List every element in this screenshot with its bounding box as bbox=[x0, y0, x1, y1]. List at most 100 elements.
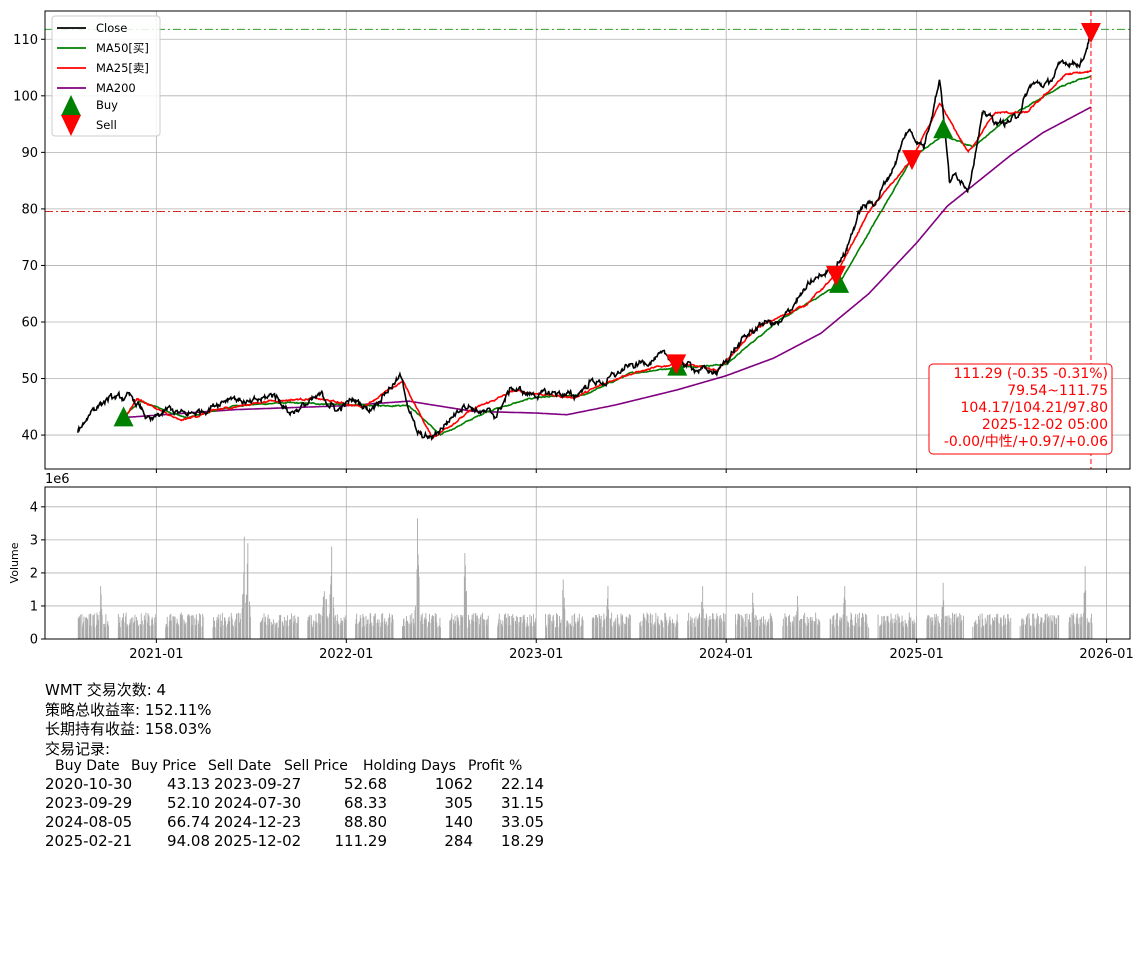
trade-sell-price: 88.80 bbox=[344, 813, 387, 831]
volume-bar bbox=[318, 613, 320, 639]
volume-bar bbox=[930, 618, 932, 639]
volume-bar bbox=[946, 622, 948, 639]
volume-bar bbox=[296, 623, 298, 639]
volume-bar bbox=[617, 617, 619, 639]
volume-bar bbox=[740, 614, 742, 639]
volume-bar bbox=[667, 625, 669, 639]
volume-bar bbox=[389, 617, 391, 639]
volume-bar bbox=[424, 619, 426, 639]
volume-bar bbox=[1058, 615, 1060, 639]
volume-bar bbox=[624, 624, 626, 639]
volume-bar bbox=[177, 622, 179, 639]
volume-bar bbox=[269, 618, 271, 639]
volume-bar bbox=[522, 615, 524, 639]
volume-scale-label: 1e6 bbox=[45, 472, 70, 487]
volume-bar bbox=[1019, 626, 1021, 639]
volume-bar bbox=[800, 619, 801, 639]
volume-bar bbox=[1090, 618, 1092, 639]
volume-bar bbox=[699, 613, 700, 639]
volume-axis-label: Volume bbox=[8, 542, 21, 583]
volume-bar bbox=[530, 622, 531, 639]
volume-bar bbox=[978, 627, 980, 639]
volume-bar bbox=[850, 619, 851, 639]
volume-bar bbox=[672, 619, 673, 639]
trade-buy-price: 52.10 bbox=[167, 794, 210, 812]
volume-bar bbox=[752, 592, 754, 639]
volume-bar bbox=[416, 569, 418, 639]
volume-bar bbox=[191, 625, 193, 639]
volume-bar bbox=[785, 621, 786, 639]
volume-bar bbox=[570, 624, 571, 639]
volume-bar bbox=[555, 627, 557, 639]
volume-bar bbox=[669, 616, 671, 639]
volume-bar bbox=[423, 619, 425, 639]
volume-bar bbox=[148, 614, 149, 639]
volume-bar bbox=[597, 617, 598, 639]
volume-bar bbox=[577, 622, 579, 639]
volume-bar bbox=[600, 615, 602, 639]
volume-bar bbox=[238, 612, 239, 639]
volume-bar bbox=[985, 624, 987, 639]
volume-bar bbox=[147, 622, 148, 639]
volume-bar bbox=[321, 615, 323, 639]
volume-bar bbox=[574, 613, 576, 639]
volume-bar bbox=[243, 573, 245, 639]
volume-bar bbox=[715, 618, 717, 639]
volume-bar bbox=[329, 594, 331, 639]
volume-bar bbox=[535, 618, 537, 639]
volume-bar bbox=[79, 614, 81, 639]
volume-bar bbox=[239, 622, 240, 639]
volume-bar bbox=[323, 591, 325, 639]
volume-bar bbox=[450, 621, 452, 639]
volume-bar bbox=[425, 612, 427, 639]
volume-bar bbox=[526, 617, 528, 639]
volume-bar bbox=[851, 614, 852, 639]
volume-bar bbox=[217, 614, 219, 639]
volume-bar bbox=[1073, 615, 1075, 639]
volume-bar bbox=[100, 586, 102, 639]
volume-bar bbox=[342, 620, 343, 639]
volume-bar bbox=[865, 625, 867, 639]
volume-bar bbox=[676, 614, 678, 639]
volume-bar bbox=[534, 622, 536, 639]
volume-bar bbox=[1080, 613, 1082, 639]
volume-bar bbox=[857, 618, 859, 639]
legend-close-label: Close bbox=[96, 21, 127, 35]
volume-bar bbox=[337, 621, 339, 639]
volume-bar bbox=[316, 623, 317, 639]
volume-bar bbox=[526, 623, 528, 639]
volume-bar bbox=[997, 614, 999, 639]
volume-bar bbox=[359, 621, 361, 639]
volume-bar bbox=[793, 616, 795, 639]
volume-bar bbox=[329, 613, 330, 639]
volume-bar bbox=[242, 594, 244, 639]
trade-holding-days: 284 bbox=[444, 832, 473, 850]
volume-bar bbox=[406, 616, 407, 639]
volume-bar bbox=[1087, 621, 1089, 639]
volume-bar bbox=[225, 620, 226, 639]
volume-bar bbox=[1057, 615, 1059, 639]
volume-bar bbox=[942, 582, 944, 639]
volume-bar bbox=[763, 616, 764, 639]
volume-bar bbox=[912, 621, 913, 639]
volume-bar bbox=[992, 621, 994, 639]
volume-bar bbox=[457, 618, 458, 639]
volume-bar bbox=[946, 616, 948, 639]
volume-bar bbox=[852, 625, 853, 639]
volume-bar bbox=[458, 625, 460, 639]
volume-bar bbox=[92, 615, 94, 639]
volume-bar bbox=[611, 612, 613, 639]
volume-bar bbox=[132, 617, 134, 639]
volume-bar bbox=[959, 622, 961, 639]
volume-bar bbox=[957, 616, 959, 639]
volume-bar bbox=[582, 620, 584, 639]
volume-bar bbox=[897, 613, 899, 639]
volume-bar bbox=[330, 584, 332, 639]
volume-bar bbox=[789, 627, 791, 639]
volume-bar bbox=[276, 622, 278, 639]
volume-bar bbox=[1045, 614, 1047, 639]
volume-bar bbox=[1087, 624, 1089, 639]
volume-bar bbox=[992, 617, 993, 639]
volume-bar bbox=[93, 613, 95, 639]
volume-bar bbox=[818, 625, 820, 639]
